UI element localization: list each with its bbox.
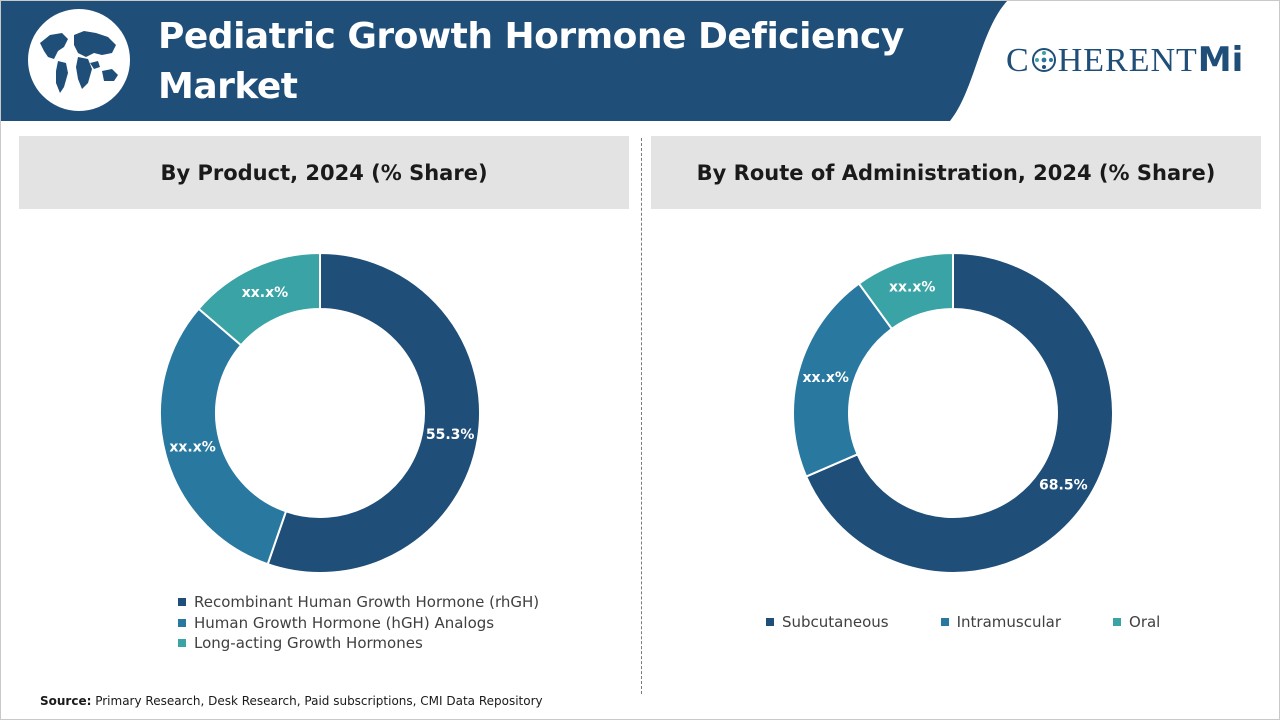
donut-slice-hgh-analogs bbox=[159, 307, 288, 566]
legend-swatch bbox=[178, 598, 186, 607]
donut-slice-oral bbox=[857, 251, 954, 331]
globe-icon bbox=[28, 9, 130, 111]
route-panel-header: By Route of Administration, 2024 (% Shar… bbox=[651, 136, 1261, 209]
data-label-long-acting: xx.x% bbox=[242, 285, 288, 301]
legend-swatch bbox=[940, 618, 949, 626]
legend-item-oral: Oral bbox=[1113, 612, 1160, 632]
legend-item-rhgh: Recombinant Human Growth Hormone (rhGH) bbox=[178, 592, 539, 613]
data-label-subcutaneous: 68.5% bbox=[1039, 477, 1088, 493]
logo-text-right: HERENT bbox=[1057, 42, 1198, 79]
legend-item-subcutaneous: Subcutaneous bbox=[766, 612, 889, 632]
logo-text-mi: Mi bbox=[1197, 40, 1244, 80]
title-line-2: Market bbox=[158, 66, 298, 107]
title-line-1: Pediatric Growth Hormone Deficiency bbox=[158, 16, 904, 57]
donut-slice-subcutaneous bbox=[804, 251, 1114, 574]
data-label-intramuscular: xx.x% bbox=[802, 370, 848, 386]
route-chart-title: By Route of Administration, 2024 (% Shar… bbox=[696, 160, 1216, 185]
panel-divider bbox=[641, 138, 642, 694]
legend-swatch bbox=[178, 618, 186, 627]
route-legend: Subcutaneous Intramuscular Oral bbox=[766, 612, 1212, 632]
legend-label: Oral bbox=[1129, 613, 1161, 631]
legend-item-long-acting: Long-acting Growth Hormones bbox=[178, 633, 539, 654]
donut-slice-long-acting bbox=[197, 251, 321, 347]
logo-text-left: C bbox=[1006, 42, 1030, 79]
legend-label: Subcutaneous bbox=[782, 613, 889, 631]
source-note: Source: Primary Research, Desk Research,… bbox=[40, 694, 543, 708]
page-title: Pediatric Growth Hormone Deficiency Mark… bbox=[158, 12, 918, 112]
legend-label: Intramuscular bbox=[956, 613, 1062, 631]
data-label-hgh-analogs: xx.x% bbox=[169, 439, 215, 455]
header-banner: Pediatric Growth Hormone Deficiency Mark… bbox=[0, 0, 1280, 121]
donut-slice-rhgh bbox=[266, 251, 481, 574]
legend-label: Human Growth Hormone (hGH) Analogs bbox=[194, 613, 495, 632]
legend-swatch bbox=[766, 618, 774, 626]
legend-swatch bbox=[178, 639, 186, 648]
source-label: Source: bbox=[40, 694, 92, 708]
product-legend: Recombinant Human Growth Hormone (rhGH) … bbox=[178, 592, 539, 654]
legend-item-hgh-analogs: Human Growth Hormone (hGH) Analogs bbox=[178, 613, 539, 634]
coherent-mi-logo: C HERENTMi bbox=[1006, 40, 1272, 84]
data-label-rhgh: 55.3% bbox=[426, 427, 475, 443]
product-panel-header: By Product, 2024 (% Share) bbox=[19, 136, 629, 209]
product-chart-title: By Product, 2024 (% Share) bbox=[160, 160, 488, 185]
legend-item-intramuscular: Intramuscular bbox=[940, 612, 1062, 632]
legend-label: Long-acting Growth Hormones bbox=[194, 634, 423, 653]
legend-swatch bbox=[1113, 618, 1122, 626]
legend-label: Recombinant Human Growth Hormone (rhGH) bbox=[194, 593, 540, 612]
logo-o-mark-icon bbox=[1031, 47, 1057, 73]
data-label-oral: xx.x% bbox=[889, 279, 935, 295]
header-background bbox=[0, 0, 1280, 121]
source-text: Primary Research, Desk Research, Paid su… bbox=[91, 694, 543, 708]
